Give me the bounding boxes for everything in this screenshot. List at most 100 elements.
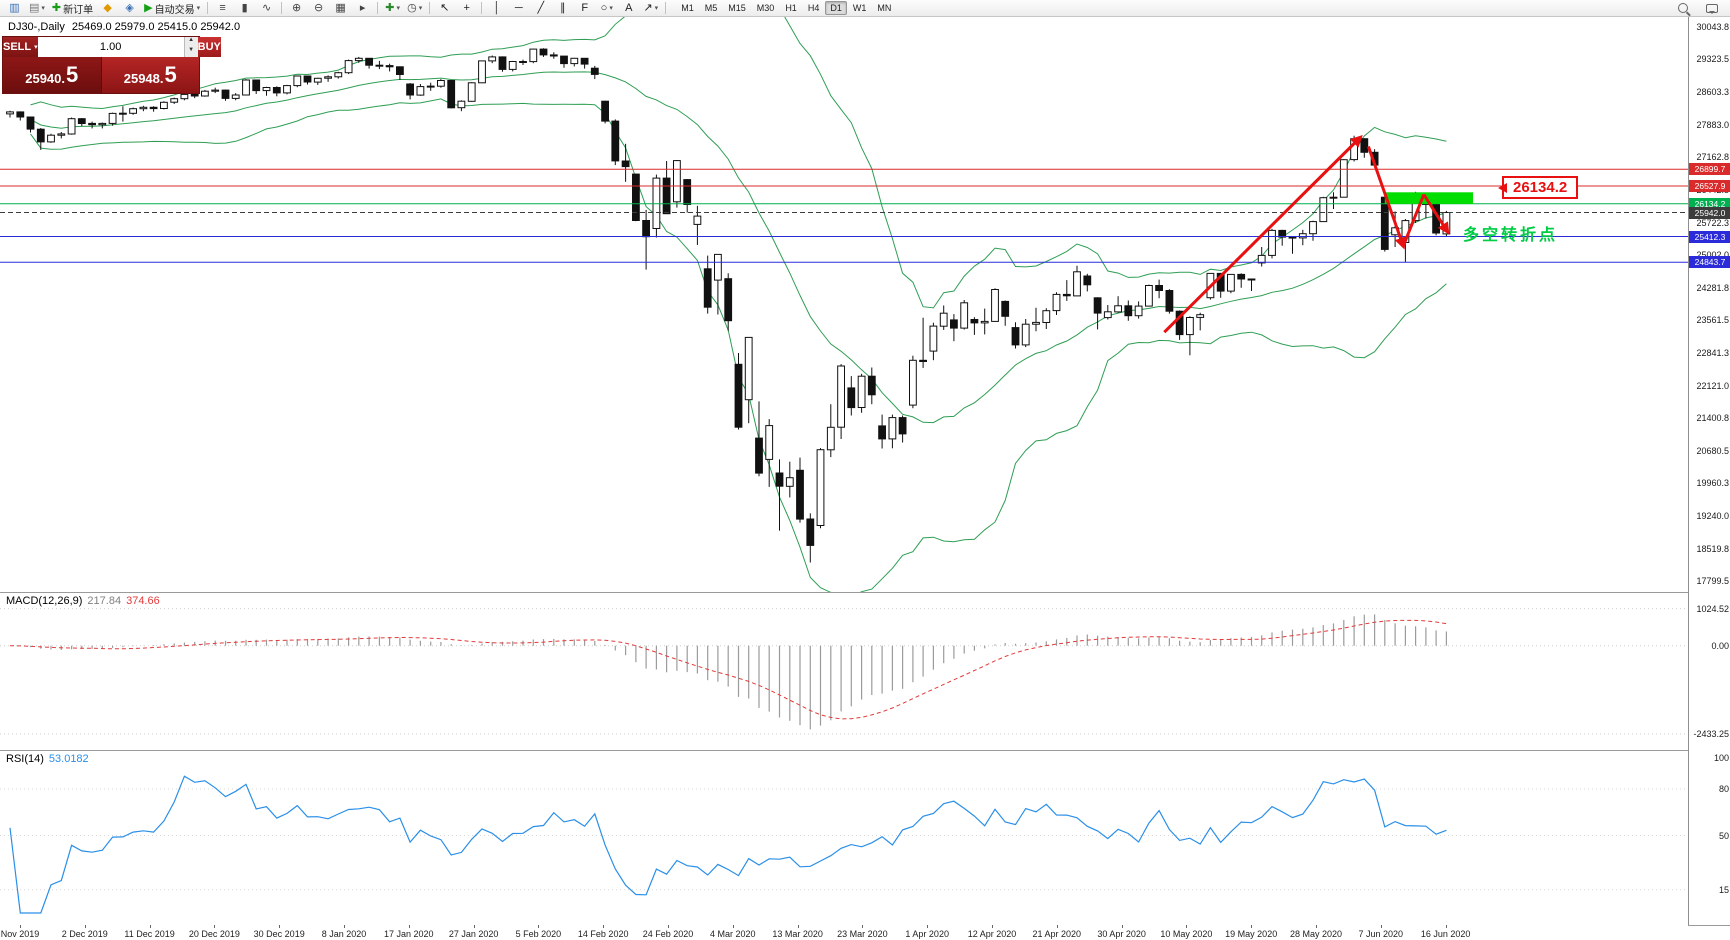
toolbar-chart-candles-button[interactable]: ▮ [234, 0, 255, 17]
timeframe-M30-button[interactable]: M30 [756, 3, 775, 13]
date-axis[interactable]: Nov 2019 2 Dec 2019 11 Dec 2019 20 Dec 2019… [0, 925, 1688, 940]
toolbar-cursor-button[interactable]: ↖ [434, 0, 455, 17]
timeframe-H4-button[interactable]: H4 [807, 3, 820, 13]
toolbar-crosshair-button[interactable]: + [456, 0, 477, 17]
volume-stepper: ▲ ▼ [183, 37, 198, 57]
date-tick [862, 925, 864, 928]
chart-bars-icon: ≡ [219, 1, 226, 14]
new-chart-icon: ▥ [9, 1, 20, 14]
price-axis-label: 21400.8 [1696, 413, 1729, 424]
toolbar-new-order-button[interactable]: ✚ 新订单 [51, 1, 94, 16]
toolbar-chart-profiles-button[interactable]: ▤ ▾ [26, 0, 48, 17]
toolbar-chart-line-button[interactable]: ∿ [256, 0, 277, 17]
timeframe-H1-button[interactable]: H1 [785, 3, 797, 13]
price-axis-label: 28603.3 [1696, 87, 1729, 97]
toolbar-separator [429, 2, 431, 14]
volume-input[interactable] [37, 37, 184, 57]
timeframe-M15-button[interactable]: M15 [728, 3, 746, 13]
toolbar-text-label-button[interactable]: A [618, 0, 639, 17]
toolbar-channel-button[interactable]: ∥ [552, 0, 573, 17]
price-tag: 24843.7 [1689, 256, 1730, 269]
sell-price-button[interactable]: 25940. 5 [3, 57, 101, 93]
volume-increment-button[interactable]: ▲ [188, 37, 195, 43]
price-axis-label: 19240.0 [1696, 511, 1729, 521]
date-tick [1186, 925, 1188, 928]
date-tick [1056, 925, 1058, 928]
timeframe-M5-button[interactable]: M5 [704, 3, 718, 13]
chart-candles-icon: ▮ [241, 1, 248, 14]
fibonacci-icon: F [581, 1, 589, 14]
shapes-icon: ○ [600, 1, 608, 14]
price-axis-label: 30043.8 [1696, 21, 1729, 32]
dropdown-arrow-icon: ▾ [654, 5, 659, 12]
toolbar-periods-button[interactable]: ◷ ▾ [404, 0, 425, 17]
toolbar-tile-windows-button[interactable]: ▦ [330, 0, 351, 17]
price-flag-annotation[interactable]: 26134.2 [1498, 176, 1579, 199]
rsi-indicator-label: RSI(14) 53.0182 [6, 753, 89, 765]
text-label-icon: A [625, 1, 633, 14]
toolbar-zoom-out-button[interactable]: ⊖ [308, 0, 329, 17]
date-tick [1251, 925, 1253, 928]
date-axis-label: 13 Mar 2020 [772, 929, 823, 939]
toolbar-horizontal-line-button[interactable]: ─ [508, 0, 529, 17]
date-tick [20, 925, 21, 928]
toolbar-shapes-button[interactable]: ○ ▾ [596, 0, 617, 17]
tile-windows-icon: ▦ [335, 1, 346, 14]
macd-axis-label: 0.00 [1711, 640, 1729, 651]
toolbar-indicators-button[interactable]: ✚ ▾ [382, 0, 403, 17]
toolbar-arrows-tool-button[interactable]: ↗ ▾ [640, 0, 661, 17]
main-chart-canvas[interactable] [0, 17, 1688, 592]
rsi-axis-label: 50 [1718, 830, 1729, 841]
timeframe-MN-button[interactable]: MN [877, 3, 892, 13]
market-watch-icon: ◆ [103, 1, 112, 14]
price-axis[interactable]: 30043.829323.528603.327883.027162.826442… [1688, 17, 1730, 925]
search-icon [1677, 3, 1688, 13]
buy-price-button[interactable]: 25948. 5 [100, 57, 199, 93]
timeframe-M1-button[interactable]: M1 [681, 3, 694, 13]
toolbar-separator [481, 2, 483, 14]
zoom-out-icon: ⊖ [314, 1, 324, 14]
buy-button[interactable]: BUY [197, 37, 221, 57]
date-axis-label: 17 Jan 2020 [384, 929, 434, 939]
date-tick [1380, 925, 1382, 928]
sell-button[interactable]: SELL ▾ [3, 37, 38, 57]
toolbar-market-watch-button[interactable]: ◆ [97, 0, 118, 17]
volume-decrement-button[interactable]: ▼ [188, 47, 195, 53]
price-axis-label: 22841.3 [1696, 347, 1729, 358]
price-axis-label: 29323.5 [1696, 54, 1729, 65]
toolbar-autotrading-button[interactable]: ▶ 自动交易 ▾ [144, 1, 201, 16]
price-axis-label: 17799.5 [1696, 576, 1729, 587]
toolbar-chart-bars-button[interactable]: ≡ [212, 0, 233, 17]
toolbar-vertical-line-button[interactable]: │ [486, 0, 507, 17]
price-axis-label: 23561.5 [1696, 315, 1729, 326]
timeframe-W1-button[interactable]: W1 [852, 3, 867, 13]
dropdown-arrow-icon: ▾ [396, 5, 400, 12]
price-axis-label: 25002.0 [1696, 250, 1729, 261]
date-axis-label: 5 Feb 2020 [515, 929, 562, 939]
macd-main-value: 217.84 [87, 595, 122, 607]
toolbar-new-chart-button[interactable]: ▥ [4, 0, 25, 17]
buy-price-main: 25948. [123, 71, 164, 86]
date-axis-label: 20 Dec 2019 [188, 929, 240, 939]
price-axis-label: 19960.3 [1696, 478, 1729, 489]
date-axis-label: 30 Apr 2020 [1097, 929, 1146, 939]
date-axis-label: 10 May 2020 [1160, 929, 1213, 939]
toolbar-trendline-button[interactable]: ╱ [530, 0, 551, 17]
dropdown-arrow-icon: ▾ [41, 5, 45, 12]
rsi-panel-canvas[interactable] [0, 750, 1688, 925]
date-tick [797, 925, 799, 928]
price-tag: 25942.0 [1689, 206, 1730, 219]
macd-panel-separator [0, 592, 1730, 593]
toolbar-chart-shift-button[interactable]: ▸ [352, 0, 373, 17]
toolbar-search-button[interactable] [1672, 0, 1693, 17]
turning-point-annotation[interactable]: 多空转折点 [1463, 227, 1559, 244]
cursor-icon: ↖ [440, 1, 450, 14]
timeframe-group: M1 M5 M15 M30 H1 H4 D1 W1 MN [676, 1, 896, 15]
timeframe-D1-button[interactable]: D1 [825, 1, 847, 15]
toolbar-fibonacci-button[interactable]: F [574, 0, 595, 17]
toolbar-community-button[interactable] [1701, 0, 1722, 17]
toolbar-zoom-in-button[interactable]: ⊕ [286, 0, 307, 17]
sell-price-main: 25940. [25, 71, 65, 86]
toolbar-data-window-button[interactable]: ◈ [119, 0, 140, 17]
macd-panel-canvas[interactable] [0, 592, 1688, 750]
